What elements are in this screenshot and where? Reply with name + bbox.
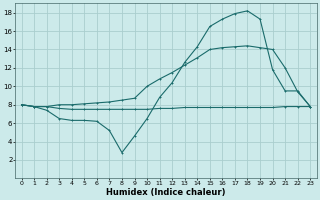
- X-axis label: Humidex (Indice chaleur): Humidex (Indice chaleur): [106, 188, 226, 197]
